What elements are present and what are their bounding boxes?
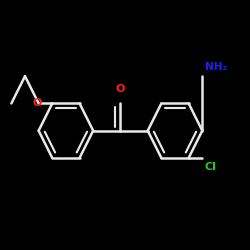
Text: O: O bbox=[33, 98, 42, 108]
Text: Cl: Cl bbox=[204, 162, 216, 172]
Text: NH₂: NH₂ bbox=[204, 62, 227, 72]
Text: O: O bbox=[116, 84, 125, 94]
